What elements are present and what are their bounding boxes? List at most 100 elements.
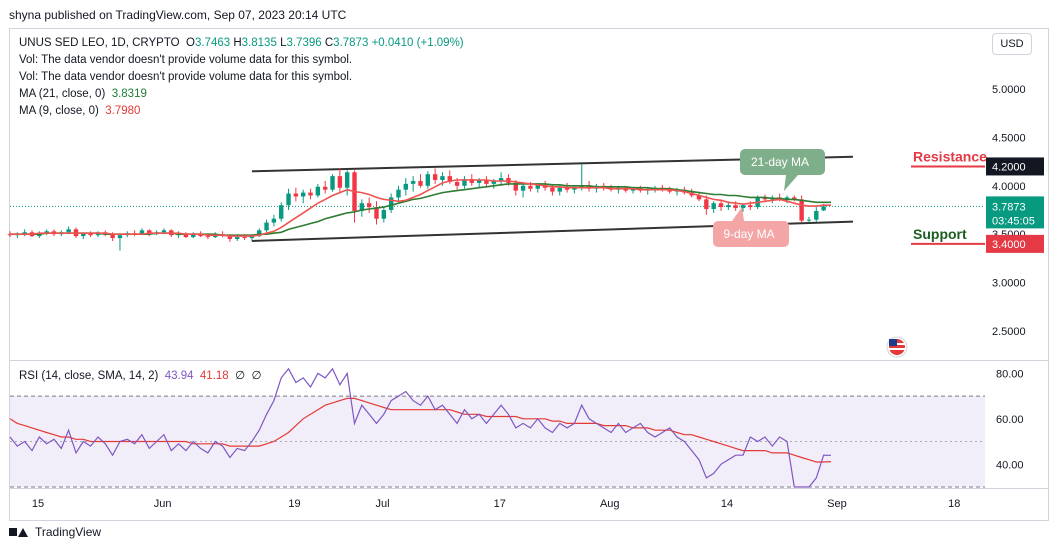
- candle-body: [792, 197, 797, 200]
- ma21-value: 3.8319: [111, 88, 147, 100]
- last-price-tag: [986, 196, 1044, 229]
- candle-body: [227, 235, 233, 240]
- candle-body: [733, 205, 738, 209]
- low-value: 3.7396: [286, 37, 322, 49]
- candle-body: [418, 180, 423, 186]
- candle-body: [198, 234, 203, 237]
- candle-body: [806, 219, 812, 221]
- rsi-placeholder-1: ∅: [235, 370, 246, 382]
- candle-body: [344, 172, 350, 188]
- candle-body: [572, 187, 577, 190]
- currency-button[interactable]: USD: [992, 33, 1032, 55]
- high-label: H: [233, 37, 242, 49]
- time-tick-label: Jul: [375, 498, 389, 510]
- ma9-callout-bubble: [713, 207, 789, 247]
- candle-body: [799, 199, 804, 221]
- price-tick-label: 4.5000: [992, 132, 1026, 144]
- candle-body: [359, 203, 365, 211]
- rsi-line: [9, 367, 832, 488]
- candle-body: [748, 205, 753, 208]
- candle-body: [520, 185, 526, 191]
- time-tick-label: 17: [494, 498, 506, 510]
- candle-body: [322, 186, 328, 190]
- candle-body: [513, 182, 518, 191]
- low-label: L: [280, 37, 287, 49]
- candle-body: [308, 192, 313, 196]
- candle-body: [447, 176, 452, 182]
- candle-body: [301, 192, 306, 197]
- candle-body: [249, 236, 255, 239]
- volume-note-1: Vol: The data vendor doesn't provide vol…: [19, 54, 353, 66]
- ma9-label: MA (9, close, 0): [19, 105, 99, 117]
- resistance-price-tag: [986, 157, 1044, 176]
- footer-brand[interactable]: TradingView: [35, 525, 102, 539]
- candle-body: [432, 174, 438, 180]
- time-tick-label: 15: [32, 498, 44, 510]
- candle-body: [454, 181, 460, 186]
- ma21-line: [10, 183, 831, 236]
- candle-body: [740, 205, 746, 209]
- ma21-callout-text: 21-day MA: [751, 155, 809, 169]
- ma9-row[interactable]: MA (9, close, 0) 3.7980: [19, 103, 464, 120]
- rsi-tick-label: 40.00: [996, 459, 1024, 471]
- rsi-sma-value: 41.18: [199, 370, 229, 382]
- candle-body: [257, 230, 262, 237]
- symbol-label[interactable]: UNUS SED LEO, 1D, CRYPTO: [19, 37, 180, 49]
- support-label: Support: [913, 226, 967, 242]
- time-tick-label: 18: [948, 498, 960, 510]
- candle-body: [696, 195, 702, 200]
- publisher-header: shyna published on TradingView.com, Sep …: [9, 8, 347, 22]
- us-flag-stripe: [889, 348, 905, 350]
- support-price-tag: [986, 234, 1044, 253]
- tradingview-logo-icon: [9, 526, 29, 538]
- time-tick-label: Aug: [600, 498, 620, 510]
- candle-body: [88, 233, 93, 236]
- time-tick-label: Jun: [154, 498, 172, 510]
- candle-body: [242, 237, 247, 239]
- resistance-price-label: 4.2000: [992, 161, 1026, 173]
- candle-body: [293, 193, 299, 197]
- time-tick-label: 14: [721, 498, 733, 510]
- candle-body: [726, 205, 731, 208]
- ma9-line: [10, 179, 831, 237]
- candle-body: [491, 180, 496, 184]
- candle-body: [279, 205, 284, 219]
- candle-body: [183, 234, 189, 238]
- support-price-label: 3.4000: [992, 239, 1026, 251]
- candle-body: [205, 236, 211, 238]
- candle-body: [711, 203, 716, 210]
- candle-body: [330, 176, 335, 190]
- candle-body: [528, 185, 533, 189]
- resistance-label: Resistance: [913, 148, 987, 164]
- candle-body: [271, 218, 277, 223]
- candle-body: [117, 235, 123, 239]
- candle-body: [550, 187, 555, 192]
- time-tick-label: 19: [288, 498, 300, 510]
- candle-body: [557, 187, 562, 192]
- candle-body: [161, 230, 167, 233]
- candle-body: [286, 193, 291, 206]
- candle-body: [462, 179, 467, 186]
- ma21-row[interactable]: MA (21, close, 0) 3.8319: [19, 86, 464, 103]
- rsi-tick-label: 60.00: [996, 414, 1024, 426]
- candle-body: [264, 222, 269, 231]
- chart-legend: UNUS SED LEO, 1D, CRYPTO O3.7463 H3.8135…: [19, 35, 464, 120]
- time-tick-label: Sep: [827, 498, 847, 510]
- open-value: 3.7463: [194, 37, 231, 49]
- last-price-label: 3.7873: [992, 201, 1026, 213]
- candle-body: [484, 180, 489, 184]
- candle-body: [388, 197, 394, 210]
- change-value: +0.0410 (+1.09%): [371, 37, 464, 49]
- candle-body: [630, 188, 636, 191]
- candle-body: [814, 210, 819, 220]
- ohlc-row: UNUS SED LEO, 1D, CRYPTO O3.7463 H3.8135…: [19, 35, 464, 52]
- candle-body: [139, 230, 145, 235]
- candle-body: [315, 186, 321, 196]
- candle-body: [535, 184, 540, 189]
- candle-body: [191, 234, 196, 238]
- candle-body: [667, 189, 672, 192]
- rsi-legend[interactable]: RSI (14, close, SMA, 14, 2) 43.94 41.18 …: [19, 368, 262, 382]
- candle-body: [410, 180, 416, 184]
- ma9-callout-text: 9-day MA: [723, 227, 774, 241]
